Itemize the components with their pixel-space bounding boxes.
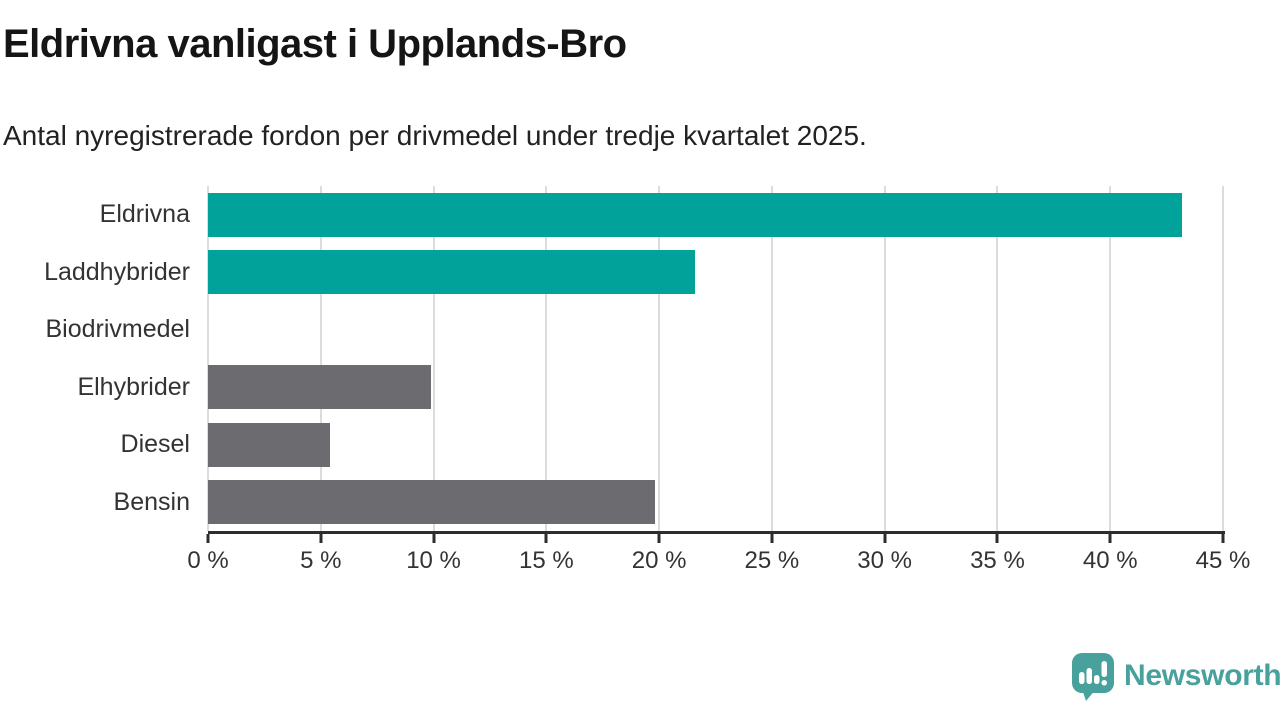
axis-tick-label: 35 % bbox=[970, 547, 1025, 574]
category-label-biodrivmedel: Biodrivmedel bbox=[45, 315, 190, 343]
axis-tick bbox=[432, 534, 436, 543]
gridline bbox=[1109, 186, 1112, 531]
gridline bbox=[432, 186, 435, 531]
newsworthy-logo: Newsworthy bbox=[1070, 651, 1280, 701]
chart-subtitle: Antal nyregistrerade fordon per drivmede… bbox=[3, 120, 867, 151]
bar-chart-plot-area bbox=[207, 186, 1224, 531]
axis-tick bbox=[770, 534, 774, 543]
gridline bbox=[770, 186, 773, 531]
gridline bbox=[1222, 186, 1224, 531]
axis-tick bbox=[319, 534, 323, 543]
category-label-eldrivna: Eldrivna bbox=[99, 200, 190, 228]
axis-tick-label: 40 % bbox=[1082, 547, 1138, 574]
axis-tick bbox=[1108, 534, 1112, 543]
axis-tick bbox=[206, 534, 210, 543]
axis-tick-label: 5 % bbox=[300, 547, 342, 574]
axis-tick-label: 15 % bbox=[518, 547, 574, 574]
gridline bbox=[883, 186, 886, 531]
category-label-elhybrider: Elhybrider bbox=[77, 372, 190, 401]
axis-tick bbox=[883, 534, 887, 543]
category-label-laddhybrider: Laddhybrider bbox=[44, 257, 190, 286]
x-axis-line bbox=[208, 531, 1225, 534]
newsworthy-icon bbox=[1070, 651, 1116, 701]
axis-tick bbox=[995, 534, 999, 543]
x-axis-ticks: 0 % 5 % 10 % 15 % 20 % 25 % 30 % 35 % 40 % 45 % bbox=[187, 534, 1250, 574]
axis-tick-label: 25 % bbox=[744, 547, 800, 574]
axis-tick bbox=[657, 534, 661, 543]
axis-tick-label: 10 % bbox=[406, 547, 461, 574]
bar-bensin bbox=[208, 480, 655, 525]
axis-tick-label: 45 % bbox=[1195, 547, 1251, 574]
gridline bbox=[319, 186, 322, 531]
newsworthy-wordmark: Newsworthy bbox=[1124, 659, 1280, 692]
category-label-diesel: Diesel bbox=[120, 430, 190, 458]
axis-tick bbox=[544, 534, 548, 543]
bar-diesel bbox=[208, 422, 330, 467]
chart-title: Eldrivna vanligast i Upplands-Bro bbox=[3, 22, 627, 66]
bar-eldrivna bbox=[208, 192, 1183, 237]
bar-elhybrider bbox=[208, 365, 432, 410]
bar-laddhybrider bbox=[208, 250, 696, 295]
gridline bbox=[207, 186, 209, 531]
axis-tick-label: 0 % bbox=[187, 547, 229, 574]
category-label-bensin: Bensin bbox=[113, 487, 190, 516]
axis-tick bbox=[1221, 534, 1225, 543]
gridline bbox=[658, 186, 661, 531]
axis-tick-label: 20 % bbox=[631, 547, 687, 574]
category-labels: Eldrivna Laddhybrider Biodrivmedel Elhybrid… bbox=[0, 186, 190, 531]
axis-tick-label: 30 % bbox=[857, 547, 913, 574]
gridline bbox=[545, 186, 548, 531]
gridline bbox=[996, 186, 999, 531]
